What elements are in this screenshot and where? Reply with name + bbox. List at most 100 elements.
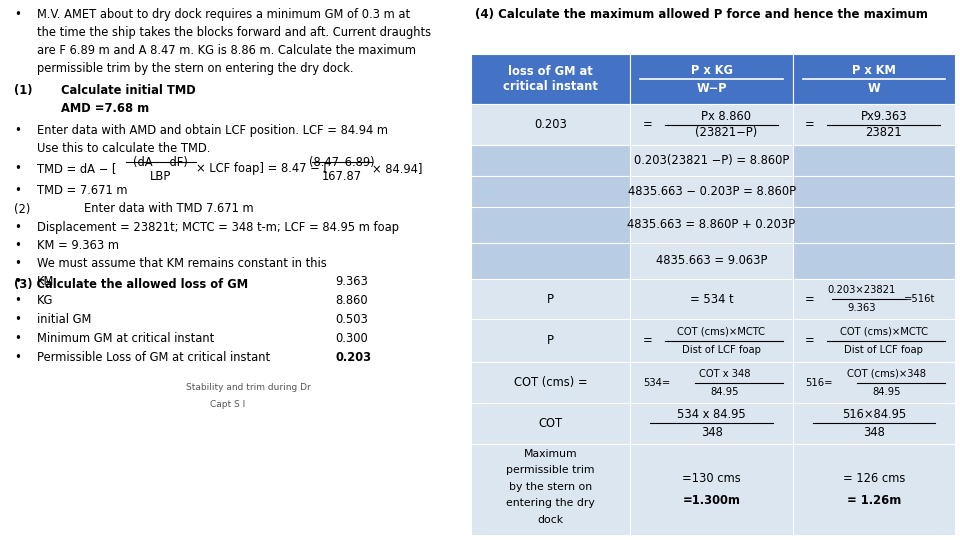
Text: Px 8.860: Px 8.860 [702, 110, 752, 123]
Text: =1.300m: =1.300m [683, 494, 740, 507]
Text: •: • [14, 351, 21, 364]
Text: =: = [643, 118, 653, 131]
Text: 23821: 23821 [866, 126, 902, 139]
Text: (1): (1) [14, 84, 33, 97]
Text: M.V. AMET about to dry dock requires a minimum GM of 0.3 m at: M.V. AMET about to dry dock requires a m… [37, 8, 410, 21]
Bar [470, 279, 631, 319]
Text: 9.363: 9.363 [848, 303, 876, 313]
Text: =516t: =516t [904, 294, 935, 304]
Text: (23821−P): (23821−P) [695, 126, 757, 139]
Text: by the stern on: by the stern on [509, 482, 592, 492]
Text: (2): (2) [14, 202, 31, 215]
Text: KM = 9.363 m: KM = 9.363 m [37, 239, 119, 252]
Text: •: • [14, 257, 21, 270]
Text: 516=: 516= [805, 378, 832, 388]
Bar [470, 176, 631, 207]
Text: P x KM: P x KM [852, 64, 896, 77]
Text: COT (cms)×MCTC: COT (cms)×MCTC [840, 327, 927, 336]
Text: (dA − dF): (dA − dF) [133, 156, 188, 168]
Bar [793, 54, 955, 104]
Text: 4835.663 = 8.860P + 0.203P: 4835.663 = 8.860P + 0.203P [628, 219, 796, 232]
Bar [793, 207, 955, 243]
Text: •: • [14, 332, 21, 345]
Bar [631, 319, 793, 362]
Text: (4) Calculate the maximum allowed P force and hence the maximum: (4) Calculate the maximum allowed P forc… [475, 8, 928, 21]
Bar [631, 279, 793, 319]
Text: =: = [643, 334, 653, 347]
Text: are F 6.89 m and A 8.47 m. KG is 8.86 m. Calculate the maximum: are F 6.89 m and A 8.47 m. KG is 8.86 m.… [37, 44, 417, 57]
Text: initial GM: initial GM [37, 313, 91, 326]
Text: KM: KM [37, 275, 55, 288]
Bar [793, 444, 955, 535]
Text: 0.503: 0.503 [335, 313, 368, 326]
Text: 0.203×23821: 0.203×23821 [828, 285, 896, 295]
Text: × LCF foap] = 8.47 − [: × LCF foap] = 8.47 − [ [196, 162, 327, 175]
Bar [470, 403, 631, 444]
Text: COT (cms)×MCTC: COT (cms)×MCTC [678, 327, 765, 336]
Text: 8.860: 8.860 [335, 294, 368, 307]
Bar [470, 444, 631, 535]
Text: W−P: W−P [696, 82, 727, 94]
Text: 348: 348 [701, 426, 723, 439]
Text: •: • [14, 313, 21, 326]
Text: Calculate initial TMD: Calculate initial TMD [60, 84, 195, 97]
Text: 84.95: 84.95 [873, 387, 900, 397]
Text: permissible trim by the stern on entering the dry dock.: permissible trim by the stern on enterin… [37, 62, 353, 75]
Text: P: P [547, 293, 554, 306]
Text: Maximum: Maximum [523, 449, 577, 458]
Text: 516×84.95: 516×84.95 [842, 408, 906, 421]
Text: = 534 t: = 534 t [690, 293, 733, 306]
Text: (8.47–6.89): (8.47–6.89) [309, 156, 375, 168]
Bar [793, 243, 955, 279]
Text: AMD =7.68 m: AMD =7.68 m [60, 102, 149, 114]
Text: COT: COT [539, 417, 563, 430]
Text: COT (cms) =: COT (cms) = [514, 376, 588, 389]
Text: 0.203: 0.203 [534, 118, 567, 131]
Text: 4835.663 = 9.063P: 4835.663 = 9.063P [656, 254, 767, 267]
Text: COT x 348: COT x 348 [699, 369, 750, 379]
Text: Px9.363: Px9.363 [860, 110, 907, 123]
Text: dock: dock [538, 515, 564, 525]
Bar [793, 176, 955, 207]
Bar [631, 145, 793, 176]
Text: entering the dry: entering the dry [506, 498, 595, 508]
Text: loss of GM at
critical instant: loss of GM at critical instant [503, 65, 598, 93]
Bar [631, 444, 793, 535]
Bar [470, 362, 631, 403]
Bar [470, 207, 631, 243]
Text: Dist of LCF foap: Dist of LCF foap [845, 346, 924, 355]
Text: Permissible Loss of GM at critical instant: Permissible Loss of GM at critical insta… [37, 351, 271, 364]
Text: 348: 348 [863, 426, 885, 439]
Text: COT (cms)×348: COT (cms)×348 [847, 369, 926, 379]
Bar [631, 54, 793, 104]
Text: 84.95: 84.95 [710, 387, 738, 397]
Bar [631, 176, 793, 207]
Text: permissible trim: permissible trim [506, 465, 595, 475]
Text: =: = [805, 118, 815, 131]
Text: = 126 cms: = 126 cms [843, 472, 905, 485]
Text: TMD = dA − [: TMD = dA − [ [37, 162, 116, 175]
Bar [793, 145, 955, 176]
Text: Stability and trim during Dr: Stability and trim during Dr [186, 383, 311, 393]
Text: (3) Calculate the allowed loss of GM: (3) Calculate the allowed loss of GM [14, 278, 248, 291]
Text: Enter data with AMD and obtain LCF position. LCF = 84.94 m: Enter data with AMD and obtain LCF posit… [37, 124, 388, 137]
Text: 0.203(23821 −P) = 8.860P: 0.203(23821 −P) = 8.860P [634, 154, 789, 167]
Bar [793, 403, 955, 444]
Bar [631, 207, 793, 243]
Text: •: • [14, 184, 21, 197]
Text: Use this to calculate the TMD.: Use this to calculate the TMD. [37, 142, 210, 155]
Bar [793, 279, 955, 319]
Text: P: P [547, 334, 554, 347]
Text: •: • [14, 239, 21, 252]
Text: the time the ship takes the blocks forward and aft. Current draughts: the time the ship takes the blocks forwa… [37, 26, 431, 39]
Text: •: • [14, 294, 21, 307]
Text: =: = [805, 334, 815, 347]
Text: P x KG: P x KG [690, 64, 732, 77]
Text: Displacement = 23821t; MCTC = 348 t-m; LCF = 84.95 m foap: Displacement = 23821t; MCTC = 348 t-m; L… [37, 221, 399, 234]
Text: KG: KG [37, 294, 54, 307]
Text: Minimum GM at critical instant: Minimum GM at critical instant [37, 332, 214, 345]
Bar [631, 362, 793, 403]
Bar [793, 104, 955, 145]
Text: Dist of LCF foap: Dist of LCF foap [682, 346, 761, 355]
Bar [631, 243, 793, 279]
